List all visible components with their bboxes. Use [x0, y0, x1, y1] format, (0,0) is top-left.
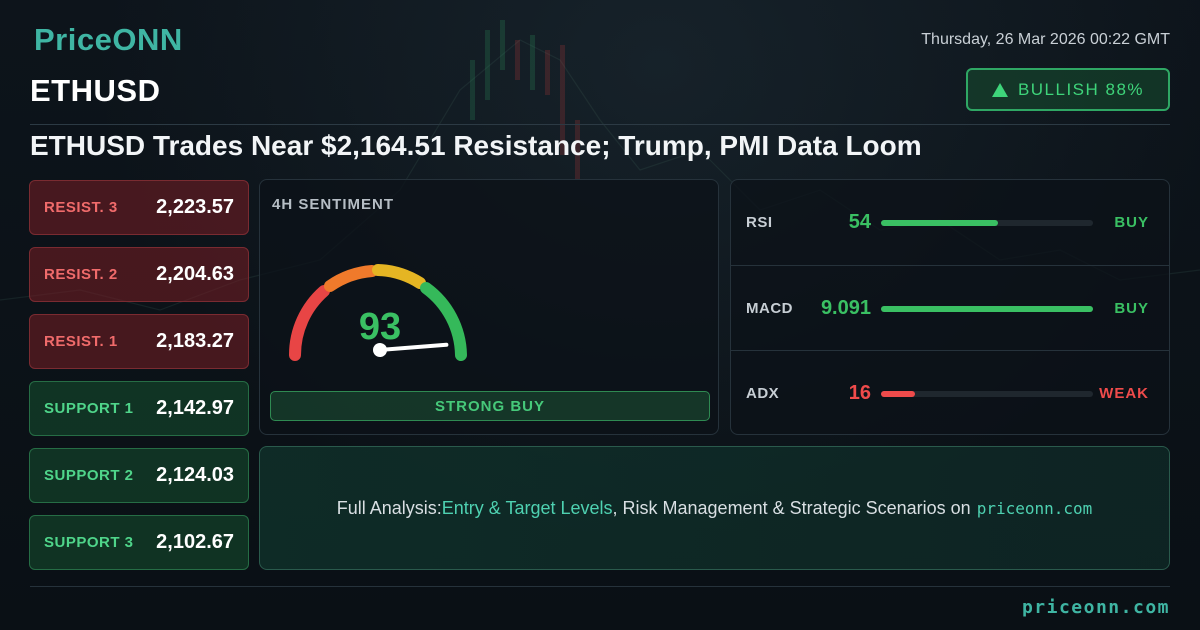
indicator-track: [881, 390, 1093, 397]
level-value: 2,142.97: [156, 397, 234, 419]
indicator-signal: BUY: [1114, 214, 1149, 231]
full-analysis-banner[interactable]: Full Analysis: Entry & Target Levels , R…: [259, 446, 1170, 570]
indicator-signal: BUY: [1114, 300, 1149, 317]
divider: [30, 586, 1170, 587]
indicator-value: 16: [848, 382, 871, 404]
level-value: 2,223.57: [156, 196, 234, 218]
gauge-segment-yellow: [372, 264, 426, 289]
symbol-title: ETHUSD: [30, 73, 161, 108]
level-value: 2,102.67: [156, 531, 234, 553]
indicator-fill: [881, 305, 1093, 312]
bias-label: BULLISH 88%: [1017, 79, 1145, 99]
level-resist-3: RESIST. 3 2,223.57: [29, 180, 249, 235]
sentiment-signal: STRONG BUY: [270, 391, 710, 421]
cta-middle: , Risk Management & Strategic Scenarios …: [612, 497, 971, 518]
level-resist-2: RESIST. 2 2,204.63: [29, 247, 249, 302]
price-levels: RESIST. 3 2,223.57 RESIST. 2 2,204.63 RE…: [29, 180, 249, 582]
gauge-pivot: [373, 343, 387, 357]
priceonn-logo: PriceONN: [34, 22, 183, 57]
level-label: SUPPORT 3: [44, 534, 134, 551]
level-support-1: SUPPORT 1 2,142.97: [29, 381, 249, 436]
indicator-adx: ADX 16 WEAK: [731, 350, 1169, 436]
level-label: RESIST. 1: [44, 333, 118, 350]
indicator-name: ADX: [746, 385, 780, 402]
bias-badge: BULLISH 88%: [966, 68, 1170, 111]
level-label: RESIST. 3: [44, 199, 118, 216]
indicator-fill: [881, 219, 998, 226]
indicator-rsi: RSI 54 BUY: [731, 180, 1169, 265]
divider: [30, 124, 1170, 125]
indicator-macd: MACD 9.091 BUY: [731, 265, 1169, 351]
indicator-name: RSI: [746, 214, 773, 231]
indicator-fill: [881, 390, 915, 397]
indicator-value: 9.091: [820, 297, 871, 319]
sentiment-title: 4H SENTIMENT: [272, 196, 395, 213]
level-label: RESIST. 2: [44, 266, 118, 283]
cta-site-link[interactable]: priceonn.com: [976, 498, 1093, 518]
indicator-track: [881, 305, 1093, 312]
indicator-name: MACD: [746, 300, 793, 317]
level-support-3: SUPPORT 3 2,102.67: [29, 515, 249, 570]
headline: ETHUSD Trades Near $2,164.51 Resistance;…: [30, 130, 922, 161]
indicator-track: [881, 219, 1093, 226]
level-value: 2,124.03: [156, 464, 234, 486]
sentiment-panel: 4H SENTIMENT 93 STRONG BUY: [259, 179, 719, 435]
gauge-segment-red: [288, 285, 330, 361]
cta-prefix: Full Analysis:: [336, 497, 442, 518]
level-value: 2,204.63: [156, 263, 234, 285]
gauge-segment-green: [420, 282, 467, 361]
indicators-panel: RSI 54 BUY MACD 9.091 BUY ADX 16 WEAK: [730, 179, 1170, 435]
sentiment-gauge: [288, 264, 467, 361]
indicator-signal: WEAK: [1099, 385, 1149, 402]
level-label: SUPPORT 2: [44, 467, 134, 484]
sentiment-score: 93: [358, 306, 402, 348]
cta-highlight: Entry & Target Levels: [441, 497, 613, 518]
footer-site-link[interactable]: priceonn.com: [1021, 597, 1170, 618]
level-value: 2,183.27: [156, 330, 234, 352]
timestamp: Thursday, 26 Mar 2026 00:22 GMT: [921, 31, 1170, 48]
level-resist-1: RESIST. 1 2,183.27: [29, 314, 249, 369]
arrow-up-icon: [991, 82, 1008, 97]
level-label: SUPPORT 1: [44, 400, 134, 417]
gauge-needle: [378, 342, 449, 352]
indicator-value: 54: [848, 211, 871, 233]
level-support-2: SUPPORT 2 2,124.03: [29, 448, 249, 503]
gauge-segment-orange: [324, 265, 378, 292]
